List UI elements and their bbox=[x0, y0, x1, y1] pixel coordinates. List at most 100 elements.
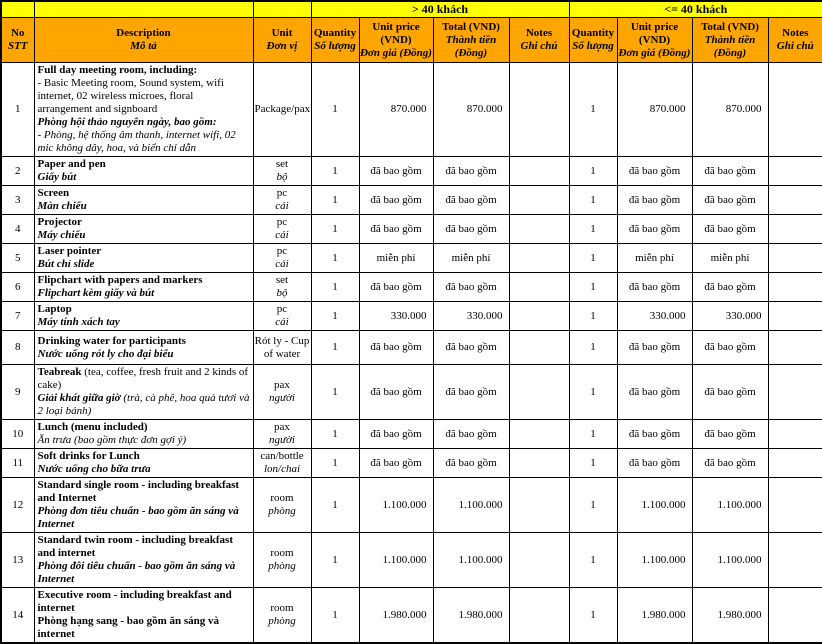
cell-total-gt40: 330.000 bbox=[432, 301, 510, 331]
cell-total-gt40: đã bao gồm bbox=[432, 156, 510, 186]
cell-unit: pc cái bbox=[252, 301, 312, 331]
cell-notes-lte40 bbox=[767, 330, 822, 365]
cell-total-gt40: đã bao gồm bbox=[432, 364, 510, 420]
table-row: 12 Standard single room - including break… bbox=[0, 477, 822, 533]
table-row: 4 Projector Máy chiếu pc cái 1 đã bao gồm đã ba… bbox=[0, 214, 822, 244]
cell-description: Full day meeting room, including: - Basic… bbox=[33, 62, 254, 157]
cell-quantity-gt40: 1 bbox=[310, 448, 360, 478]
cell-total-lte40: miễn phí bbox=[691, 243, 769, 273]
cell-unit-price-gt40: 870.000 bbox=[358, 62, 434, 157]
group-header-spacer-description bbox=[33, 0, 254, 18]
cell-unit-price-gt40: đã bao gồm bbox=[358, 214, 434, 244]
table-row: 1 Full day meeting room, including: - Basi… bbox=[0, 62, 822, 157]
cell-row-number: 2 bbox=[0, 156, 35, 186]
cell-total-gt40: đã bao gồm bbox=[432, 185, 510, 215]
table-row: 5 Laser pointer Bút chỉ slide pc cái 1 miễn ph… bbox=[0, 243, 822, 273]
cell-description: Flipchart with papers and markers Flipcha… bbox=[33, 272, 254, 302]
group-header-row: > 40 khách <= 40 khách bbox=[0, 0, 822, 18]
cell-quantity-gt40: 1 bbox=[310, 214, 360, 244]
cell-notes-gt40 bbox=[508, 448, 570, 478]
cell-quantity-lte40: 1 bbox=[568, 243, 618, 273]
cell-unit-price-lte40: 870.000 bbox=[616, 62, 693, 157]
cell-row-number: 10 bbox=[0, 419, 35, 449]
cell-unit-price-gt40: đã bao gồm bbox=[358, 448, 434, 478]
cell-quantity-gt40: 1 bbox=[310, 532, 360, 588]
cell-quantity-lte40: 1 bbox=[568, 301, 618, 331]
cell-unit-price-gt40: đã bao gồm bbox=[358, 185, 434, 215]
cell-unit: Rót ly - Cup of water bbox=[252, 330, 312, 365]
cell-row-number: 6 bbox=[0, 272, 35, 302]
cell-unit-price-lte40: đã bao gồm bbox=[616, 364, 693, 420]
cell-notes-lte40 bbox=[767, 419, 822, 449]
cell-notes-gt40 bbox=[508, 185, 570, 215]
cell-total-gt40: đã bao gồm bbox=[432, 419, 510, 449]
cell-row-number: 3 bbox=[0, 185, 35, 215]
col-header-notes-gt40: Notes Ghi chú bbox=[508, 17, 570, 63]
cell-quantity-gt40: 1 bbox=[310, 330, 360, 365]
cell-description: Laptop Máy tính xách tay bbox=[33, 301, 254, 331]
cell-description: Paper and pen Giấy bút bbox=[33, 156, 254, 186]
cell-total-gt40: đã bao gồm bbox=[432, 214, 510, 244]
group-header-spacer-no bbox=[0, 0, 35, 18]
table-row: 10 Lunch (menu included) Ăn trưa (bao gồm … bbox=[0, 419, 822, 449]
cell-unit-price-gt40: đã bao gồm bbox=[358, 156, 434, 186]
cell-notes-lte40 bbox=[767, 185, 822, 215]
cell-description: Standard twin room - including breakfast… bbox=[33, 532, 254, 588]
cell-total-gt40: 1.100.000 bbox=[432, 477, 510, 533]
cell-notes-lte40 bbox=[767, 62, 822, 157]
cell-total-lte40: đã bao gồm bbox=[691, 364, 769, 420]
cell-unit: can/bottle lon/chai bbox=[252, 448, 312, 478]
cell-total-lte40: 330.000 bbox=[691, 301, 769, 331]
col-header-total-gt40: Total (VND) Thành tiền (Đồng) bbox=[432, 17, 510, 63]
table-row: 7 Laptop Máy tính xách tay pc cái 1 330.000 330… bbox=[0, 301, 822, 331]
cell-unit: pc cái bbox=[252, 243, 312, 273]
cell-notes-gt40 bbox=[508, 62, 570, 157]
cell-unit-price-lte40: đã bao gồm bbox=[616, 448, 693, 478]
col-header-notes-lte40: Notes Ghi chú bbox=[767, 17, 822, 63]
cell-quantity-lte40: 1 bbox=[568, 185, 618, 215]
cell-row-number: 9 bbox=[0, 364, 35, 420]
cell-quantity-lte40: 1 bbox=[568, 419, 618, 449]
cell-quantity-gt40: 1 bbox=[310, 185, 360, 215]
table-row: 2 Paper and pen Giấy bút set bộ 1 đã bao gồm đã… bbox=[0, 156, 822, 186]
group-header-gt40: > 40 khách bbox=[310, 0, 570, 18]
table-row: 3 Screen Màn chiếu pc cái 1 đã bao gồm đã bao g… bbox=[0, 185, 822, 215]
cell-notes-lte40 bbox=[767, 243, 822, 273]
cell-unit-price-lte40: 1.100.000 bbox=[616, 477, 693, 533]
cell-unit-price-lte40: đã bao gồm bbox=[616, 330, 693, 365]
cell-notes-lte40 bbox=[767, 156, 822, 186]
col-header-description: Description Mô tả bbox=[33, 17, 254, 63]
cell-notes-gt40 bbox=[508, 272, 570, 302]
cell-notes-lte40 bbox=[767, 448, 822, 478]
cell-row-number: 7 bbox=[0, 301, 35, 331]
cell-total-lte40: đã bao gồm bbox=[691, 272, 769, 302]
cell-row-number: 5 bbox=[0, 243, 35, 273]
column-header-row: No STT Description Mô tả Unit Đơn vị Qua… bbox=[0, 17, 822, 63]
cell-description: Standard single room - including breakfa… bbox=[33, 477, 254, 533]
cell-description: Teabreak (tea, coffee, fresh fruit and 2… bbox=[33, 364, 254, 420]
cell-unit-price-lte40: đã bao gồm bbox=[616, 214, 693, 244]
group-header-lte40: <= 40 khách bbox=[568, 0, 822, 18]
col-header-unit-price-gt40: Unit price (VND) Đơn giá (Đồng) bbox=[358, 17, 434, 63]
group-header-spacer-unit bbox=[252, 0, 312, 18]
cell-unit: pc cái bbox=[252, 185, 312, 215]
cell-quantity-lte40: 1 bbox=[568, 477, 618, 533]
cell-notes-lte40 bbox=[767, 214, 822, 244]
cell-notes-lte40 bbox=[767, 364, 822, 420]
cell-row-number: 12 bbox=[0, 477, 35, 533]
cell-total-lte40: đã bao gồm bbox=[691, 330, 769, 365]
cell-unit-price-gt40: đã bao gồm bbox=[358, 272, 434, 302]
cell-total-gt40: đã bao gồm bbox=[432, 272, 510, 302]
cell-unit-price-lte40: đã bao gồm bbox=[616, 185, 693, 215]
cell-total-lte40: 1.100.000 bbox=[691, 532, 769, 588]
table-row: 6 Flipchart with papers and markers Flipch… bbox=[0, 272, 822, 302]
cell-description: Lunch (menu included) Ăn trưa (bao gồm th… bbox=[33, 419, 254, 449]
cell-quantity-lte40: 1 bbox=[568, 532, 618, 588]
cell-unit-price-gt40: 1.100.000 bbox=[358, 477, 434, 533]
cell-row-number: 8 bbox=[0, 330, 35, 365]
cell-notes-gt40 bbox=[508, 330, 570, 365]
cell-unit-price-gt40: đã bao gồm bbox=[358, 419, 434, 449]
cell-notes-gt40 bbox=[508, 419, 570, 449]
cell-unit-price-gt40: 330.000 bbox=[358, 301, 434, 331]
